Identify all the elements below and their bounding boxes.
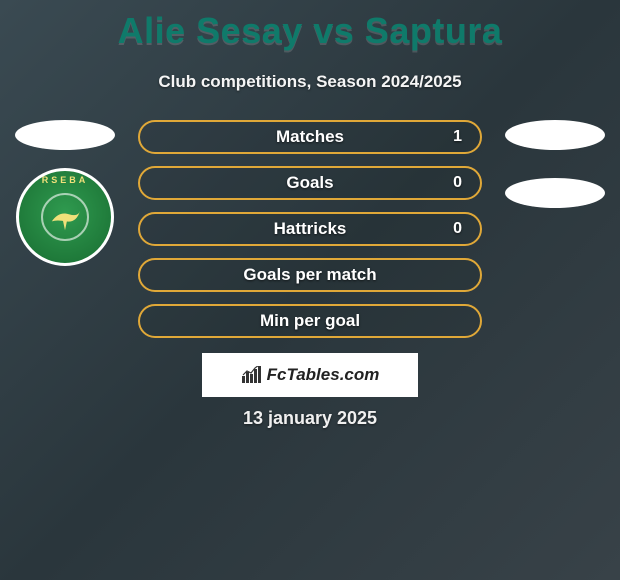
left-club-badge-inner <box>41 193 89 241</box>
stat-label: Goals per match <box>243 265 376 285</box>
right-player-avatar-placeholder <box>505 120 605 150</box>
right-club-badge-placeholder <box>505 178 605 208</box>
stat-label: Matches <box>276 127 344 147</box>
stats-container: Matches 1 Goals 0 Hattricks 0 Goals per … <box>138 120 482 350</box>
right-player-column <box>500 120 610 226</box>
stat-value-right: 0 <box>453 220 462 238</box>
watermark-text: FcTables.com <box>267 365 380 385</box>
stat-value-right: 0 <box>453 174 462 192</box>
stat-label: Hattricks <box>274 219 347 239</box>
page-subtitle: Club competitions, Season 2024/2025 <box>0 72 620 92</box>
stat-row-hattricks: Hattricks 0 <box>138 212 482 246</box>
left-player-column: RSEBA <box>10 120 120 266</box>
stat-label: Min per goal <box>260 311 360 331</box>
stat-row-min-per-goal: Min per goal <box>138 304 482 338</box>
left-player-avatar-placeholder <box>15 120 115 150</box>
bar-chart-icon <box>241 366 263 384</box>
stat-label: Goals <box>286 173 333 193</box>
stat-row-goals: Goals 0 <box>138 166 482 200</box>
date-label: 13 january 2025 <box>0 408 620 429</box>
stat-row-goals-per-match: Goals per match <box>138 258 482 292</box>
left-club-badge-text: RSEBA <box>19 175 111 185</box>
stat-row-matches: Matches 1 <box>138 120 482 154</box>
page-title: Alie Sesay vs Saptura <box>0 0 620 52</box>
watermark: FcTables.com <box>202 353 418 397</box>
left-club-badge: RSEBA <box>16 168 114 266</box>
stat-value-right: 1 <box>453 128 462 146</box>
